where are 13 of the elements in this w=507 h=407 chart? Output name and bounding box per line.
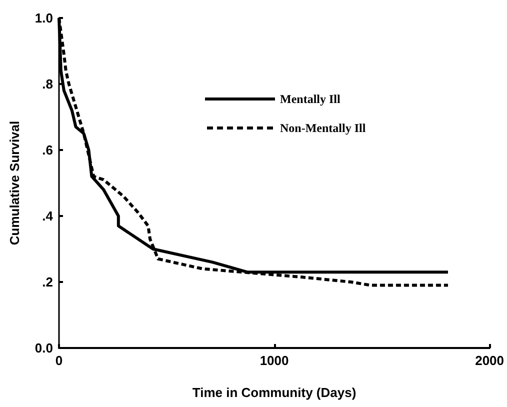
y-tick-label: .4 bbox=[42, 208, 54, 224]
legend-label: Non-Mentally Ill bbox=[280, 121, 366, 135]
y-tick-label: 1.0 bbox=[34, 10, 53, 26]
x-tick-label: 0 bbox=[55, 353, 63, 368]
x-axis-title: Time in Community (Days) bbox=[192, 385, 356, 400]
y-tick-label: 0.0 bbox=[34, 340, 53, 356]
y-axis-title: Cumulative Survival bbox=[7, 120, 22, 246]
y-tick-label: .8 bbox=[42, 76, 53, 92]
x-tick-label: 1000 bbox=[260, 353, 289, 368]
legend-label: Mentally Ill bbox=[280, 92, 341, 106]
y-tick-label: .2 bbox=[42, 274, 53, 290]
x-tick-label: 2000 bbox=[475, 353, 504, 368]
y-tick-label: .6 bbox=[42, 142, 53, 158]
